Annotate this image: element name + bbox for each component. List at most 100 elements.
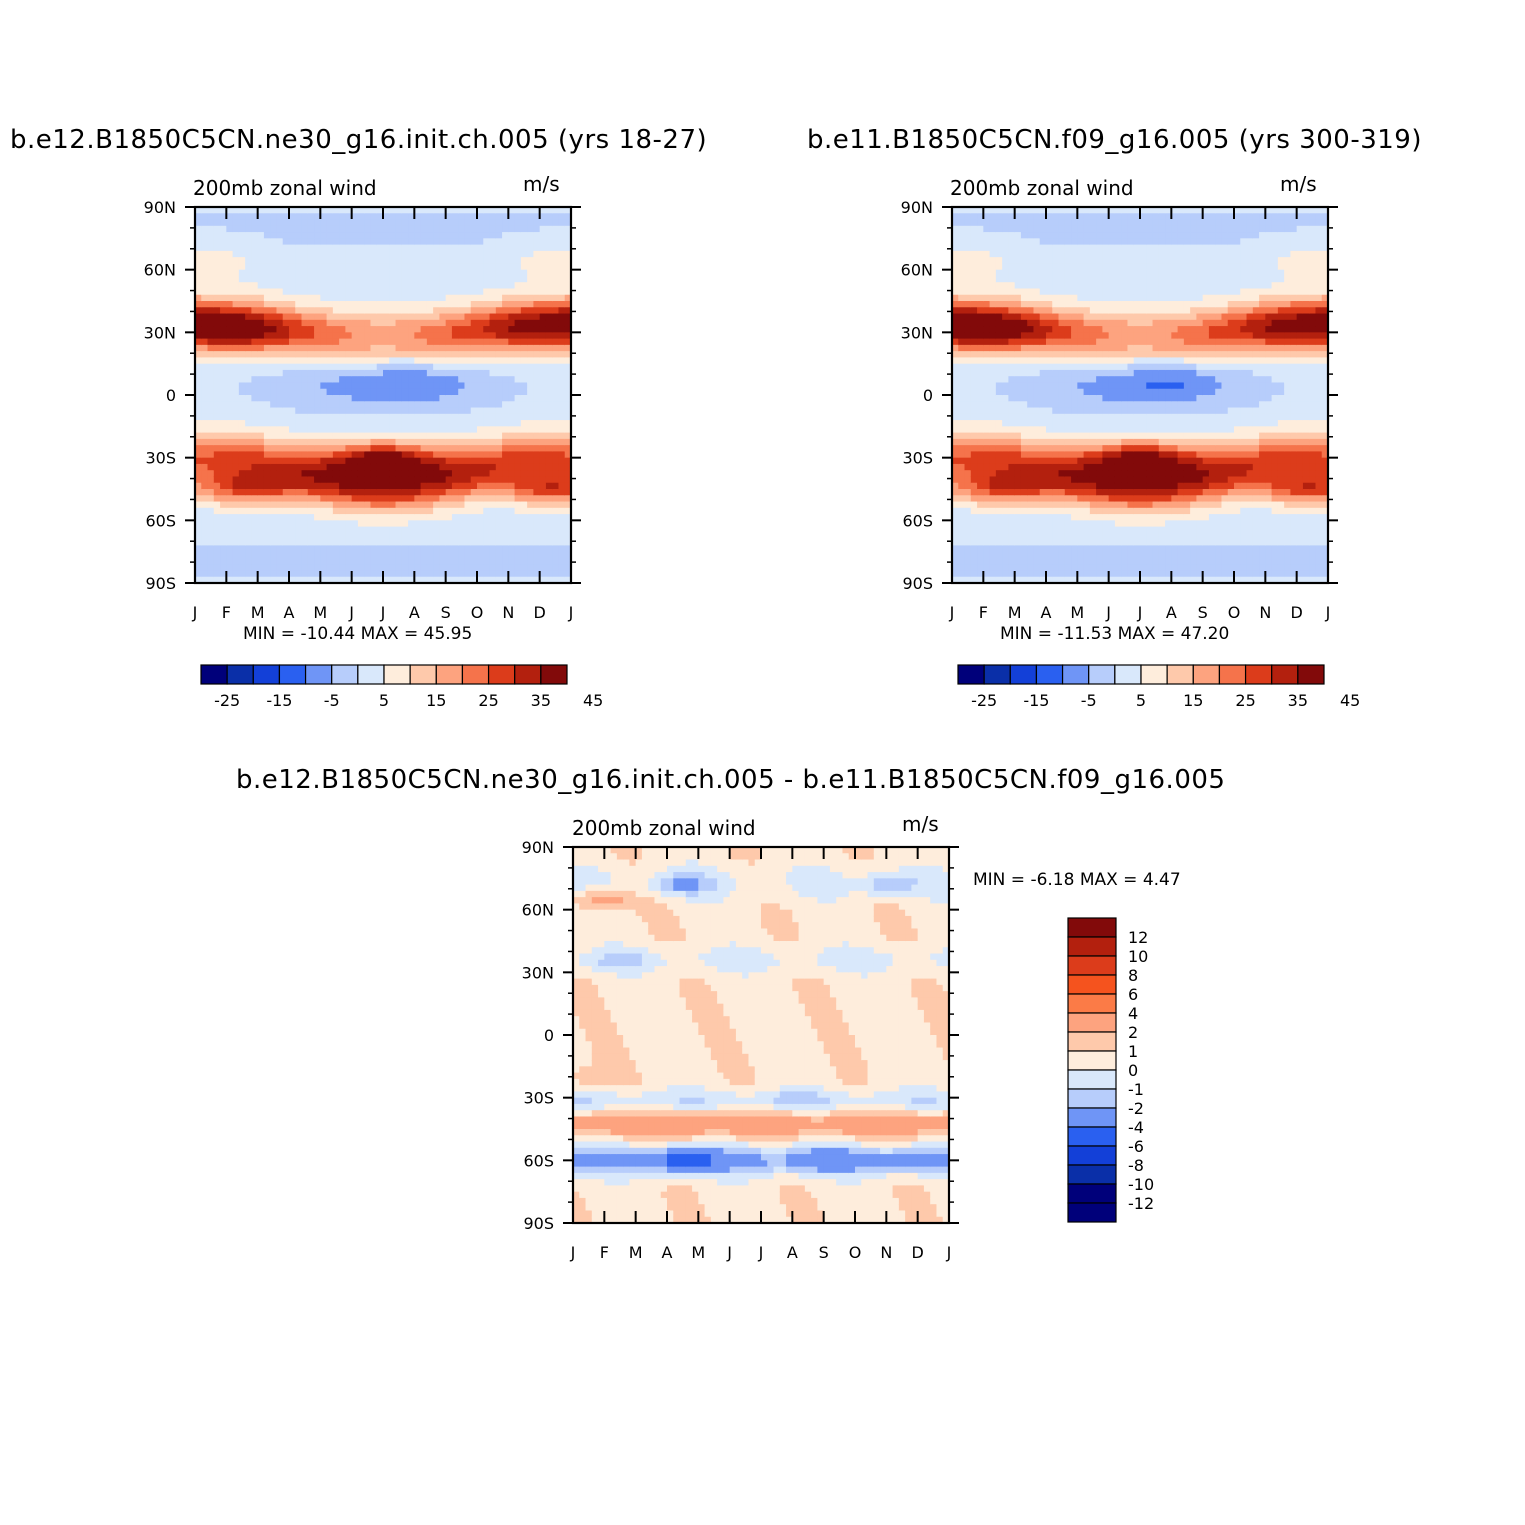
heatmap-cell bbox=[1027, 382, 1035, 390]
heatmap-cell bbox=[295, 313, 303, 321]
heatmap-cell bbox=[1064, 445, 1072, 452]
heatmap-cell bbox=[251, 351, 259, 358]
heatmap-cell bbox=[533, 263, 541, 271]
heatmap-cell bbox=[345, 545, 353, 553]
heatmap-cell bbox=[232, 232, 240, 239]
heatmap-cell bbox=[251, 451, 259, 459]
heatmap-cell bbox=[970, 557, 978, 565]
heatmap-cell bbox=[1027, 244, 1035, 252]
heatmap-cell bbox=[1002, 369, 1009, 377]
heatmap-cell bbox=[508, 451, 516, 459]
heatmap-cell bbox=[1064, 351, 1072, 358]
heatmap-cell bbox=[213, 476, 221, 484]
heatmap-cell bbox=[326, 482, 334, 490]
heatmap-cell bbox=[1027, 395, 1035, 402]
heatmap-cell bbox=[408, 445, 415, 452]
heatmap-cell bbox=[520, 244, 528, 252]
heatmap-cell bbox=[1014, 514, 1022, 521]
heatmap-cell bbox=[263, 382, 271, 390]
heatmap-cell bbox=[364, 326, 372, 333]
heatmap-cell bbox=[539, 551, 547, 559]
heatmap-cell bbox=[1033, 532, 1041, 540]
heatmap-cell bbox=[1014, 564, 1022, 572]
heatmap-cell bbox=[376, 313, 384, 321]
heatmap-cell bbox=[257, 551, 265, 559]
heatmap-cell bbox=[958, 232, 966, 239]
heatmap-cell bbox=[458, 351, 466, 358]
heatmap-cell bbox=[295, 576, 303, 584]
heatmap-cell bbox=[1033, 213, 1041, 221]
heatmap-cell bbox=[220, 332, 227, 340]
heatmap-cell bbox=[307, 207, 315, 214]
panel-2-title: b.e11.B1850C5CN.f09_g16.005 (yrs 300-319… bbox=[807, 125, 1422, 155]
heatmap-cell bbox=[964, 326, 972, 333]
heatmap-cell bbox=[1077, 401, 1085, 409]
heatmap-cell bbox=[307, 225, 315, 233]
heatmap-cell bbox=[370, 514, 378, 521]
heatmap-cell bbox=[470, 382, 478, 390]
heatmap-cell bbox=[276, 557, 284, 565]
heatmap-cell bbox=[1014, 232, 1022, 239]
heatmap-cell bbox=[408, 457, 415, 465]
heatmap-cell bbox=[439, 432, 447, 440]
heatmap-cell bbox=[276, 275, 284, 283]
heatmap-cell bbox=[364, 313, 372, 321]
heatmap-cell bbox=[558, 514, 566, 521]
heatmap-cell bbox=[1020, 225, 1028, 233]
heatmap-cell bbox=[545, 489, 553, 496]
heatmap-cell bbox=[514, 301, 522, 308]
heatmap-cell bbox=[295, 545, 303, 553]
heatmap-cell bbox=[958, 551, 966, 559]
heatmap-cell bbox=[514, 564, 522, 572]
heatmap-cell bbox=[332, 570, 340, 578]
heatmap-cell bbox=[527, 395, 534, 402]
heatmap-cell bbox=[213, 338, 221, 346]
heatmap-cell bbox=[464, 257, 472, 264]
heatmap-cell bbox=[952, 420, 959, 427]
heatmap-cell bbox=[983, 369, 991, 377]
heatmap-cell bbox=[495, 545, 503, 553]
heatmap-cell bbox=[533, 238, 541, 246]
heatmap-cell bbox=[502, 319, 509, 327]
heatmap-cell bbox=[201, 313, 209, 321]
heatmap-cell bbox=[389, 294, 397, 302]
heatmap-cell bbox=[552, 401, 560, 409]
heatmap-cell bbox=[1008, 369, 1016, 377]
heatmap-cell bbox=[245, 426, 252, 434]
heatmap-cell bbox=[1027, 451, 1035, 459]
heatmap-cell bbox=[958, 539, 966, 546]
heatmap-cell bbox=[320, 520, 328, 528]
heatmap-cell bbox=[1033, 432, 1041, 440]
heatmap-cell bbox=[502, 501, 509, 509]
heatmap-cell bbox=[1002, 438, 1009, 446]
heatmap-cell bbox=[364, 432, 372, 440]
heatmap-cell bbox=[245, 288, 252, 296]
heatmap-cell bbox=[552, 257, 560, 264]
heatmap-cell bbox=[514, 225, 522, 233]
heatmap-cell bbox=[495, 495, 503, 503]
heatmap-cell bbox=[527, 545, 534, 553]
heatmap-cell bbox=[977, 250, 984, 258]
heatmap-cell bbox=[370, 551, 378, 559]
heatmap-cell bbox=[470, 514, 478, 521]
heatmap-cell bbox=[314, 482, 321, 490]
heatmap-cell bbox=[1052, 244, 1060, 252]
heatmap-cell bbox=[983, 539, 991, 546]
heatmap-cell bbox=[1033, 263, 1041, 271]
heatmap-cell bbox=[1077, 489, 1085, 496]
heatmap-cell bbox=[1071, 313, 1078, 321]
heatmap-cell bbox=[958, 420, 966, 427]
heatmap-cell bbox=[1039, 520, 1047, 528]
heatmap-cell bbox=[1027, 407, 1035, 415]
heatmap-cell bbox=[376, 445, 384, 452]
heatmap-cell bbox=[1077, 451, 1085, 459]
heatmap-cell bbox=[364, 219, 372, 227]
heatmap-cell bbox=[495, 551, 503, 559]
heatmap-cell bbox=[1046, 514, 1053, 521]
heatmap-cell bbox=[1002, 420, 1009, 427]
heatmap-cell bbox=[1052, 438, 1060, 446]
heatmap-cell bbox=[370, 557, 378, 565]
heatmap-cell bbox=[977, 326, 984, 333]
heatmap-cell bbox=[445, 507, 453, 515]
heatmap-cell bbox=[1027, 420, 1035, 427]
